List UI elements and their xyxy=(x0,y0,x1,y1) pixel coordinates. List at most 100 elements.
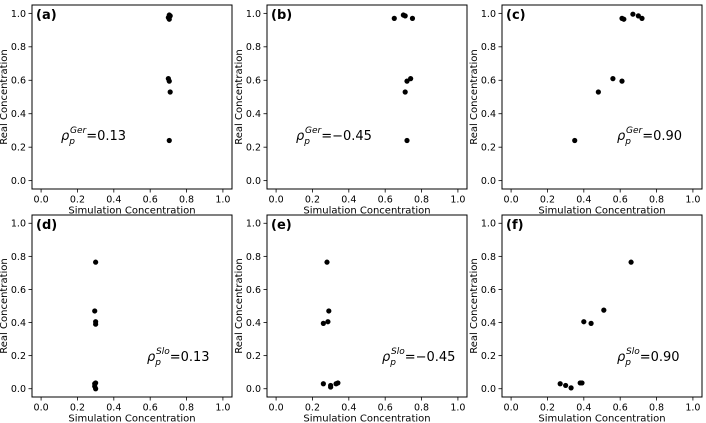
x-tick-label: 1.0 xyxy=(450,403,465,414)
x-tick-label: 0.6 xyxy=(613,195,628,206)
data-point xyxy=(409,15,416,21)
correlation-annotation: ρpGer=−0.45 xyxy=(296,126,372,147)
x-axis-label: Simulation Concentration xyxy=(538,206,665,217)
data-point xyxy=(630,11,636,17)
data-point xyxy=(557,381,563,387)
panel-label: (a) xyxy=(36,8,57,23)
y-tick-label: 0.6 xyxy=(246,285,261,296)
x-tick-label: 1.0 xyxy=(215,403,230,414)
data-point xyxy=(93,259,99,265)
x-axis-label: Simulation Concentration xyxy=(68,206,195,217)
axes-frame xyxy=(501,214,703,398)
panel-a: 0.0 0.2 0.4 0.6 0.8 1.0 0.0 0.2 0.4 0.6 0.8 1.0 Simu… xyxy=(0,4,233,217)
y-tick-label: 0.8 xyxy=(11,42,26,53)
data-point xyxy=(402,89,408,95)
x-tick-label: 0.4 xyxy=(106,403,121,414)
data-point xyxy=(628,259,634,265)
x-tick-label: 0.8 xyxy=(649,195,664,206)
data-point xyxy=(595,89,601,95)
correlation-annotation: ρpSlo=−0.45 xyxy=(382,347,455,368)
x-tick-label: 0.0 xyxy=(34,403,49,414)
y-tick-label: 0.6 xyxy=(481,76,496,87)
panel-c: 0.0 0.2 0.4 0.6 0.8 1.0 0.0 0.2 0.4 0.6 0.8 1.0 Simu… xyxy=(469,4,703,217)
data-point xyxy=(621,16,627,22)
data-point xyxy=(166,78,172,84)
y-tick-label: 0.2 xyxy=(11,351,26,362)
data-point xyxy=(92,308,98,314)
panel-label: (e) xyxy=(271,218,292,233)
x-tick-label: 0.8 xyxy=(414,403,429,414)
x-tick-label: 0.2 xyxy=(70,195,85,206)
panel-label: (c) xyxy=(506,8,526,23)
panel-label: (f) xyxy=(506,218,524,233)
y-tick-label: 0.8 xyxy=(11,252,26,263)
x-tick-label: 0.2 xyxy=(70,403,85,414)
data-point xyxy=(404,137,410,144)
axes-frame xyxy=(31,4,233,190)
correlation-annotation: ρpGer=0.90 xyxy=(617,126,682,147)
x-tick-label: 1.0 xyxy=(215,195,230,206)
data-point xyxy=(588,320,594,326)
data-point xyxy=(568,385,574,391)
y-tick-label: 0.8 xyxy=(481,42,496,53)
panel-label: (b) xyxy=(271,8,292,23)
x-tick-label: 0.2 xyxy=(540,195,555,206)
y-tick-label: 1.0 xyxy=(11,219,26,230)
y-tick-label: 0.6 xyxy=(11,285,26,296)
x-tick-label: 0.4 xyxy=(341,403,356,414)
correlation-annotation: ρpSlo=0.90 xyxy=(617,347,680,368)
data-point xyxy=(639,15,645,21)
y-tick-label: 0.0 xyxy=(246,176,261,187)
axes-frame xyxy=(501,4,703,190)
y-tick-label: 0.8 xyxy=(481,252,496,263)
data-point xyxy=(391,15,397,21)
data-point xyxy=(619,78,625,84)
x-axis-label: Simulation Concentration xyxy=(68,414,195,423)
axes-frame xyxy=(31,214,233,398)
y-tick-label: 0.2 xyxy=(481,351,496,362)
y-tick-label: 0.6 xyxy=(481,285,496,296)
data-point xyxy=(402,13,408,19)
x-tick-label: 0.0 xyxy=(269,403,284,414)
x-tick-label: 0.8 xyxy=(179,195,194,206)
axes-frame xyxy=(266,4,468,190)
x-tick-label: 0.4 xyxy=(341,195,356,206)
x-tick-label: 0.6 xyxy=(143,403,158,414)
y-tick-label: 1.0 xyxy=(481,9,496,20)
x-tick-label: 0.2 xyxy=(540,403,555,414)
y-axis-label: Real Concentration xyxy=(234,49,245,144)
correlation-annotation: ρpSlo=0.13 xyxy=(147,347,210,368)
data-point xyxy=(404,78,410,84)
x-tick-label: 0.0 xyxy=(504,403,519,414)
x-tick-label: 1.0 xyxy=(685,195,700,206)
data-point xyxy=(320,320,326,326)
y-tick-label: 1.0 xyxy=(246,9,261,20)
x-tick-label: 0.2 xyxy=(305,195,320,206)
data-point xyxy=(579,380,585,386)
x-tick-label: 0.0 xyxy=(269,195,284,206)
data-point xyxy=(324,259,330,265)
panel-b: 0.0 0.2 0.4 0.6 0.8 1.0 0.0 0.2 0.4 0.6 0.8 1.0 Simu… xyxy=(234,4,468,217)
y-tick-label: 0.6 xyxy=(246,76,261,87)
y-tick-label: 0.8 xyxy=(246,252,261,263)
y-tick-label: 0.4 xyxy=(246,318,261,329)
y-tick-label: 0.0 xyxy=(11,176,26,187)
data-point xyxy=(408,76,414,82)
x-tick-label: 1.0 xyxy=(450,195,465,206)
x-tick-label: 0.6 xyxy=(378,403,393,414)
data-point xyxy=(581,319,587,325)
y-tick-label: 1.0 xyxy=(246,219,261,230)
y-tick-label: 0.2 xyxy=(246,143,261,154)
y-axis-label: Real Concentration xyxy=(469,258,480,353)
data-point xyxy=(635,13,641,19)
data-point xyxy=(601,307,607,313)
y-tick-label: 0.2 xyxy=(11,143,26,154)
x-tick-label: 0.8 xyxy=(649,403,664,414)
y-tick-label: 0.2 xyxy=(246,351,261,362)
x-tick-label: 0.6 xyxy=(613,403,628,414)
data-point xyxy=(326,308,332,314)
data-point xyxy=(333,381,339,387)
y-tick-label: 0.4 xyxy=(11,318,26,329)
x-tick-label: 0.4 xyxy=(576,403,591,414)
